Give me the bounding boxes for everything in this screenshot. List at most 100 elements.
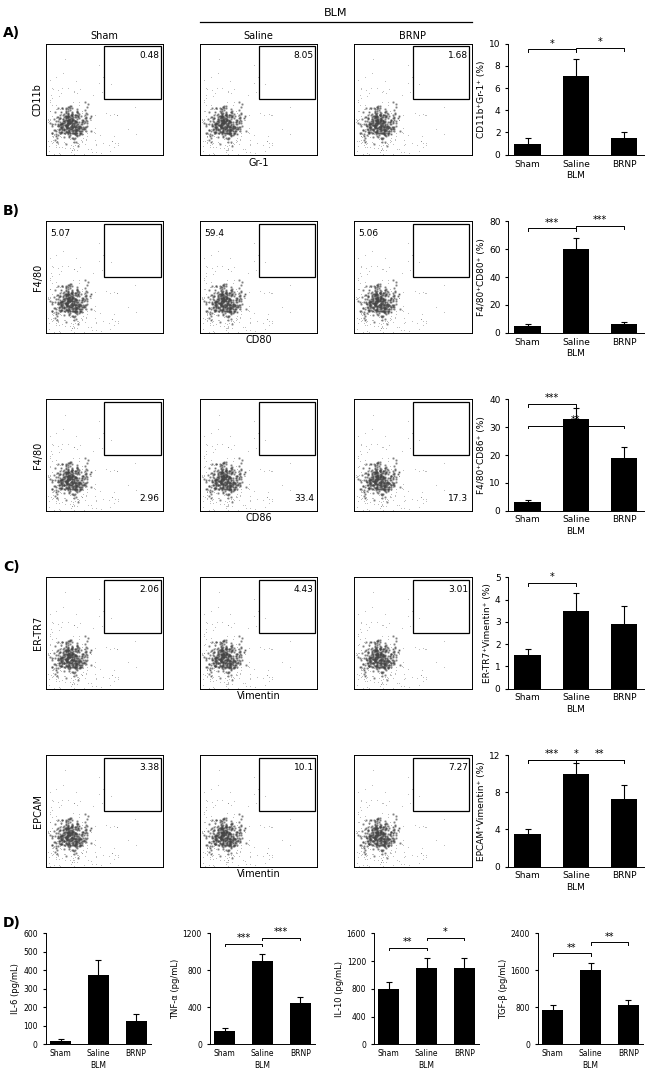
Point xyxy=(74,304,85,321)
Point xyxy=(374,457,384,474)
Point xyxy=(370,635,380,653)
Point xyxy=(363,123,373,140)
Point xyxy=(377,83,387,100)
Point xyxy=(79,120,89,137)
Point xyxy=(374,475,385,493)
Point xyxy=(244,284,254,301)
Point xyxy=(214,406,224,423)
Point xyxy=(209,826,220,843)
Point xyxy=(62,463,73,481)
Point xyxy=(372,632,382,650)
Point xyxy=(214,99,225,116)
Point xyxy=(379,300,389,318)
Point xyxy=(86,479,97,496)
Point xyxy=(361,294,371,311)
Point xyxy=(68,288,78,306)
Point xyxy=(217,283,228,300)
Point xyxy=(205,100,216,118)
Point xyxy=(229,479,240,496)
Point xyxy=(385,119,395,136)
Point xyxy=(365,484,375,502)
Point xyxy=(76,648,86,666)
Point xyxy=(377,829,387,846)
Point xyxy=(216,109,227,126)
Point xyxy=(63,634,73,652)
Point xyxy=(380,483,391,500)
Point xyxy=(234,824,244,841)
Point xyxy=(439,302,450,320)
Point xyxy=(47,662,58,679)
Point xyxy=(382,478,392,495)
Point xyxy=(378,647,389,665)
Point xyxy=(214,108,224,125)
Point xyxy=(389,820,400,838)
Point xyxy=(85,641,96,658)
Point xyxy=(216,463,226,481)
Point xyxy=(204,115,214,133)
Point xyxy=(361,311,371,329)
Point xyxy=(63,614,73,631)
Point xyxy=(398,297,408,314)
Point xyxy=(242,798,253,815)
Point xyxy=(375,831,385,849)
Point xyxy=(131,302,141,320)
Point xyxy=(61,827,72,844)
Point xyxy=(359,672,370,690)
Point xyxy=(64,123,74,140)
Point xyxy=(367,828,377,845)
Point xyxy=(365,833,376,851)
Point xyxy=(68,496,79,514)
Point xyxy=(73,115,84,133)
Point xyxy=(223,320,233,337)
Point xyxy=(66,123,76,140)
Point xyxy=(205,659,215,677)
Point xyxy=(74,830,85,848)
Point xyxy=(375,652,385,669)
Point xyxy=(373,454,384,471)
Point xyxy=(218,839,228,856)
Point xyxy=(60,318,70,335)
Point xyxy=(230,658,240,676)
Point xyxy=(61,103,72,121)
Point xyxy=(47,127,58,145)
Point xyxy=(84,821,95,839)
Point xyxy=(235,665,246,682)
Point xyxy=(57,119,68,136)
Point xyxy=(47,652,57,669)
Point xyxy=(387,107,398,124)
Point xyxy=(45,272,55,289)
Point xyxy=(62,463,73,481)
Point xyxy=(376,288,387,306)
Point xyxy=(366,650,376,667)
Point xyxy=(372,825,383,842)
Point xyxy=(367,288,377,306)
Point xyxy=(385,638,396,655)
Point xyxy=(55,441,66,458)
Point xyxy=(398,475,408,493)
Point xyxy=(389,842,400,860)
Bar xyxy=(259,46,315,99)
Point xyxy=(240,819,250,837)
Point xyxy=(55,658,66,676)
Point xyxy=(222,658,233,676)
Point xyxy=(202,473,212,491)
Point xyxy=(201,630,211,647)
Point xyxy=(60,113,70,131)
Point xyxy=(47,846,58,864)
Point xyxy=(234,818,244,836)
Point xyxy=(214,289,224,307)
Point xyxy=(72,126,82,144)
Point xyxy=(367,292,378,309)
Point xyxy=(67,141,77,159)
Point xyxy=(216,828,227,845)
Point xyxy=(406,490,417,507)
Point xyxy=(216,474,226,492)
Point xyxy=(375,648,385,666)
Point xyxy=(369,659,379,677)
Point xyxy=(232,112,242,129)
Point xyxy=(360,121,370,138)
Point xyxy=(64,824,75,841)
Point xyxy=(73,119,84,136)
Point xyxy=(417,317,428,334)
Point xyxy=(69,308,79,325)
